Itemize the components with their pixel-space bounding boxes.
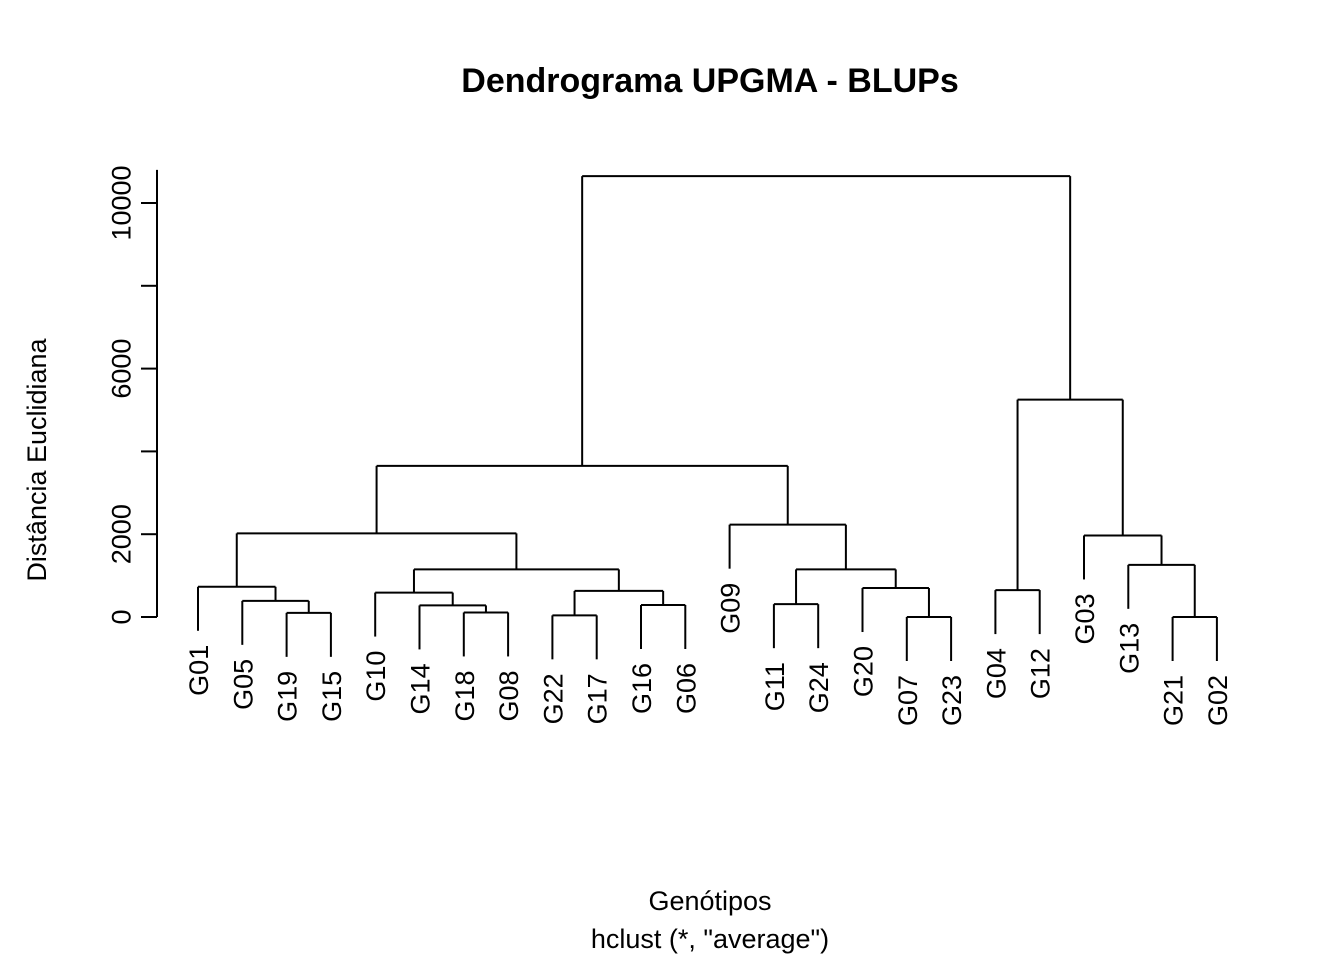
leaf-label-g03: G03 [1070,593,1100,644]
leaf-label-g07: G07 [893,675,923,726]
leaf-label-g08: G08 [494,670,524,721]
leaf-labels: G01 G05 G19 G15 G10 G14 G18 G08 G22 G17 G16 G06 G09 G… [184,583,1233,726]
y-tick-label: 0 [106,609,136,624]
leaf-label-g17: G17 [583,673,613,724]
leaf-label-g13: G13 [1114,623,1144,674]
leaf-label-g15: G15 [317,671,347,722]
leaf-label-g06: G06 [671,663,701,714]
leaf-label-g16: G16 [627,663,657,714]
hclust-method-subtitle: hclust (*, "average") [591,924,829,954]
leaf-label-g14: G14 [406,663,436,714]
leaf-label-g20: G20 [849,646,879,697]
leaf-label-g24: G24 [804,662,834,713]
y-axis-label: Distância Euclidiana [22,337,52,581]
leaf-label-g19: G19 [273,671,303,722]
leaf-label-g22: G22 [538,673,568,724]
leaf-label-g12: G12 [1026,648,1056,699]
leaf-label-g23: G23 [937,675,967,726]
leaf-label-g02: G02 [1203,675,1233,726]
leaf-label-g10: G10 [361,651,391,702]
leaf-label-g18: G18 [450,670,480,721]
leaf-label-g05: G05 [228,659,258,710]
leaf-label-g04: G04 [981,648,1011,699]
y-tick-label: 2000 [106,504,136,564]
y-axis: 0 2000 6000 10000 [106,165,158,625]
x-axis-label: Genótipos [648,886,771,916]
dendrogram-tree [197,175,1218,661]
y-tick-label: 10000 [106,165,136,240]
chart-title: Dendrograma UPGMA - BLUPs [461,62,958,100]
leaf-label-g21: G21 [1159,675,1189,726]
leaf-label-g11: G11 [760,662,790,711]
leaf-label-g01: G01 [184,645,214,696]
leaf-label-g09: G09 [716,583,746,634]
y-tick-label: 6000 [106,339,136,399]
